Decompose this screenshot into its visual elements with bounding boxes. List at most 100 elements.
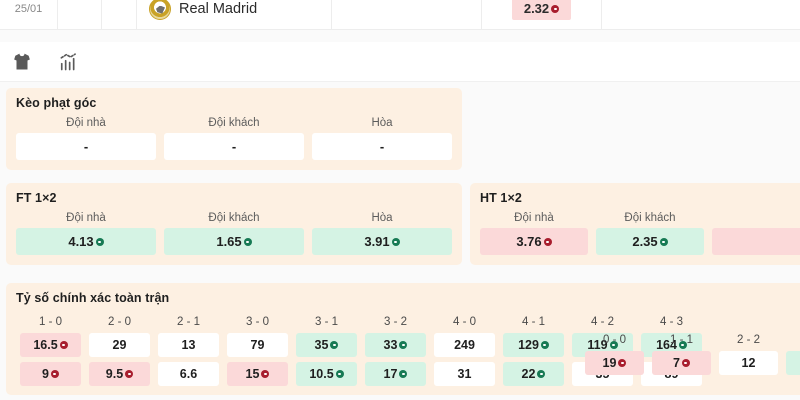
score-column: 2 - 1 13 6.6 — [158, 316, 219, 386]
column-header — [712, 212, 800, 224]
panel-correct-score-title: Tỷ số chính xác toàn trận — [16, 291, 170, 305]
score-odds-cell[interactable]: 9 — [20, 362, 81, 386]
score-odds-cell[interactable]: 29 — [89, 333, 150, 357]
score-odds-value: 15 — [245, 367, 260, 381]
score-odds-cell[interactable]: 33 — [365, 333, 426, 357]
panel-ft-1x2: FT 1×2 Đội nhà Đội khách Hòa 4.13 1.65 3… — [6, 183, 462, 265]
score-column: 0 - 0 19 — [585, 334, 644, 375]
odds-cell[interactable]: - — [164, 133, 304, 160]
odds-cell[interactable] — [712, 228, 800, 255]
score-odds-cell[interactable]: 22 — [503, 362, 564, 386]
odds-value: 1.65 — [216, 234, 242, 249]
score-odds-cell[interactable]: 35 — [296, 333, 357, 357]
trend-down-icon — [618, 359, 627, 367]
score-odds-value: 249 — [454, 338, 475, 352]
correct-score-grid: 1 - 0 16.5 9 2 - 0 29 9.5 2 - 1 13 6.6 3 - 0 79 15 3… — [16, 312, 800, 398]
match-cell-blank-4 — [602, 0, 800, 30]
trend-up-icon — [399, 341, 408, 349]
score-odds-cell[interactable]: 9.5 — [89, 362, 150, 386]
trend-up-icon — [243, 237, 252, 246]
trend-down-icon — [681, 359, 690, 367]
column-header: Hòa — [371, 212, 393, 224]
score-odds-cell[interactable]: 6.6 — [158, 362, 219, 386]
trend-up-icon — [399, 370, 408, 378]
panel-ht-columns: Đội nhà Đội khách — [480, 212, 800, 224]
odds-cell[interactable]: 4.13 — [16, 228, 156, 255]
score-odds-value: 35 — [314, 338, 329, 352]
score-odds-cell[interactable]: 249 — [434, 333, 495, 357]
score-column: 2 - 0 29 9.5 — [89, 316, 150, 386]
panel-corner-odds: Kèo phạt góc Đội nhà Đội khách Hòa - - - — [6, 88, 462, 170]
score-odds-cell[interactable]: 19 — [585, 351, 644, 375]
score-odds-cell[interactable]: 16.5 — [20, 333, 81, 357]
column-header: Đội khách — [624, 212, 676, 224]
score-odds-value: 31 — [457, 367, 472, 381]
odds-value: 3.91 — [364, 234, 390, 249]
odds-cell[interactable]: 3.76 — [480, 228, 588, 255]
score-odds-cell[interactable]: 15 — [227, 362, 288, 386]
score-column: 2 - 2 12 — [719, 334, 778, 375]
match-odds-cell[interactable]: 2.32 — [482, 0, 602, 30]
score-odds-value: 9 — [42, 367, 49, 381]
score-odds-value: 79 — [250, 338, 265, 352]
panel-corner-title: Kèo phạt góc — [16, 96, 97, 110]
score-odds-value: 7 — [673, 356, 680, 370]
score-label: 4 - 1 — [521, 316, 545, 328]
score-label: 3 - 1 — [314, 316, 338, 328]
score-label: 1 - 1 — [669, 334, 693, 346]
odds-cell[interactable]: - — [16, 133, 156, 160]
score-odds-value: 17 — [383, 367, 398, 381]
score-odds-cell[interactable]: 7 — [652, 351, 711, 375]
score-odds-cell[interactable]: 31 — [434, 362, 495, 386]
score-odds-cell[interactable]: 13 — [158, 333, 219, 357]
trend-up-icon — [391, 237, 400, 246]
score-odds-cell[interactable]: 79 — [227, 333, 288, 357]
column-header: Đội khách — [208, 212, 260, 224]
score-label: 3 - 3 — [786, 334, 800, 346]
bar-chart-icon[interactable] — [56, 50, 80, 74]
score-odds-value: 16.5 — [33, 338, 58, 352]
trend-down-icon — [551, 4, 560, 13]
score-odds-value: 119 — [587, 338, 608, 352]
score-odds-cell[interactable]: 17 — [365, 362, 426, 386]
column-header: Đội nhà — [66, 212, 106, 224]
panel-ft-title: FT 1×2 — [16, 191, 57, 205]
score-odds-value: 19 — [602, 356, 617, 370]
panel-ft-columns: Đội nhà Đội khách Hòa — [16, 212, 452, 224]
score-odds-value: 10.5 — [309, 367, 334, 381]
score-odds-cell[interactable]: 129 — [503, 333, 564, 357]
odds-cell[interactable]: 3.91 — [312, 228, 452, 255]
score-label: 2 - 2 — [736, 334, 760, 346]
score-label: 4 - 2 — [590, 316, 614, 328]
score-odds-cell[interactable]: 47 — [786, 351, 800, 375]
match-team-cell[interactable]: Real Madrid — [137, 0, 332, 30]
trend-up-icon — [540, 341, 549, 349]
score-odds-cell[interactable]: 10.5 — [296, 362, 357, 386]
panel-ht-title: HT 1×2 — [480, 191, 522, 205]
score-odds-value: 9.5 — [105, 367, 124, 381]
column-header: Đội nhà — [66, 117, 106, 129]
column-header: Hòa — [371, 117, 393, 129]
trend-up-icon — [659, 237, 668, 246]
odds-cell[interactable]: 2.35 — [596, 228, 704, 255]
trend-down-icon — [543, 237, 552, 246]
score-label: 3 - 0 — [245, 316, 269, 328]
match-odds-chip: 2.32 — [511, 0, 572, 20]
score-label: 0 - 0 — [602, 334, 626, 346]
odds-cell[interactable]: 1.65 — [164, 228, 304, 255]
column-header: Đội khách — [208, 117, 260, 129]
trend-down-icon — [59, 341, 68, 349]
match-table-row: 25/01 Real Madrid 2.32 — [0, 0, 800, 30]
match-cell-blank-2 — [102, 0, 137, 30]
odds-value: 2.35 — [632, 234, 658, 249]
correct-score-group-primary: 1 - 0 16.5 9 2 - 0 29 9.5 2 - 1 13 6.6 3 - 0 79 15 3… — [20, 316, 702, 386]
panel-correct-score: Tỷ số chính xác toàn trận 1 - 0 16.5 9 2 - … — [6, 283, 800, 395]
trend-up-icon — [335, 370, 344, 378]
score-column: 1 - 0 16.5 9 — [20, 316, 81, 386]
score-column: 3 - 2 33 17 — [365, 316, 426, 386]
jersey-icon[interactable] — [10, 50, 34, 74]
trend-up-icon — [537, 370, 546, 378]
odds-cell[interactable]: - — [312, 133, 452, 160]
score-odds-cell[interactable]: 12 — [719, 351, 778, 375]
match-cell-blank-3 — [332, 0, 482, 30]
